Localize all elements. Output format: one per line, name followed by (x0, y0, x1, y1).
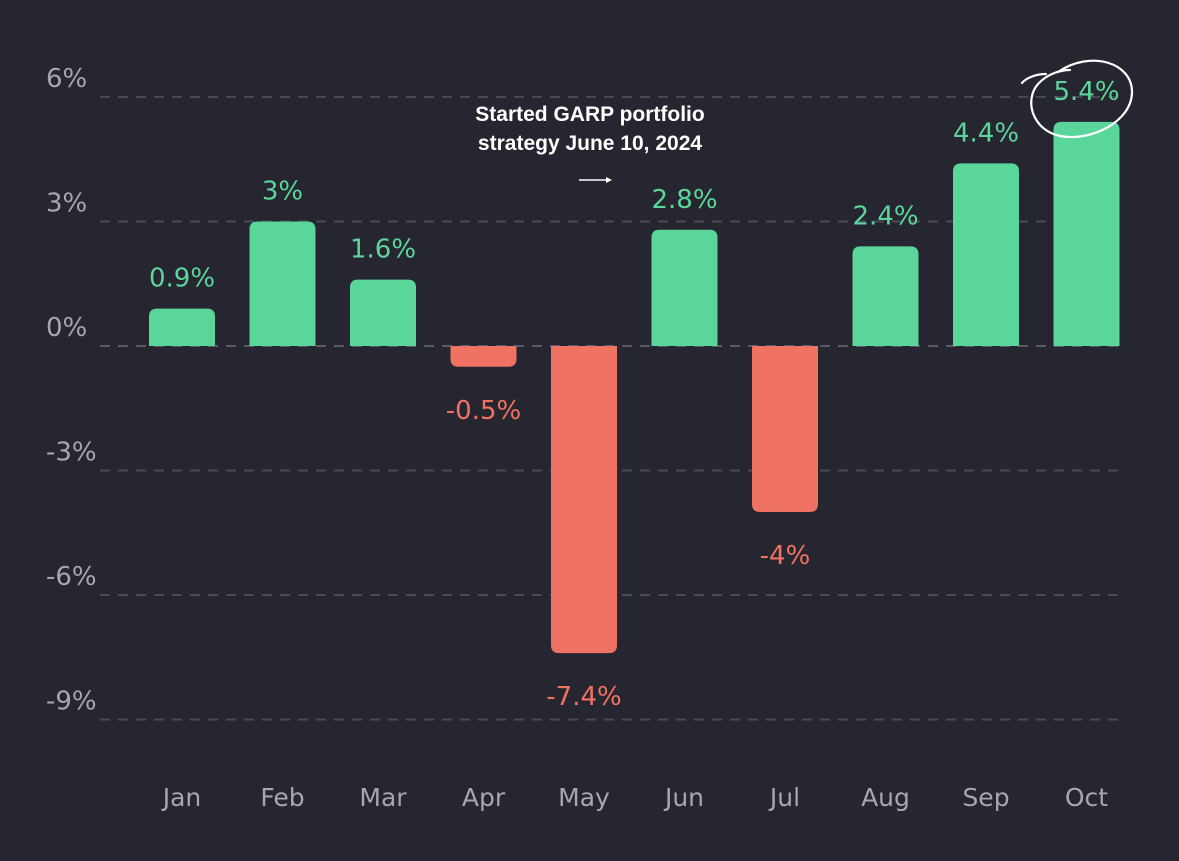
y-tick-label: 0% (46, 313, 87, 343)
x-axis-labels: Jan Feb Mar Apr May Jun Jul Aug Sep Oct (161, 783, 1109, 812)
value-label: 2.4% (852, 201, 918, 231)
bar-aug (852, 246, 919, 346)
y-tick-label: -9% (46, 687, 97, 717)
bar-feb (249, 221, 316, 346)
y-tick-label: 6% (46, 64, 87, 94)
bar-mar (350, 279, 416, 346)
x-tick-label: Mar (359, 783, 407, 812)
x-tick-label: Jan (161, 783, 202, 812)
x-tick-label: Oct (1065, 783, 1108, 812)
bar-may (551, 346, 617, 654)
value-labels: 0.9% 3% 1.6% -0.5% -7.4% 2.8% -4% 2.4% 4.4% 5.4% (149, 77, 1120, 712)
x-tick-label: Apr (462, 783, 506, 812)
bar-oct (1053, 121, 1120, 347)
value-label: -0.5% (446, 396, 521, 426)
bar-jun (651, 229, 718, 346)
x-tick-label: Sep (962, 783, 1009, 812)
bar-jan (149, 308, 215, 346)
bar-apr (450, 346, 517, 367)
x-tick-label: May (558, 783, 610, 812)
highlight-circle (1020, 59, 1134, 139)
bars (149, 121, 1120, 654)
x-tick-label: Jul (768, 783, 800, 812)
x-tick-label: Feb (260, 783, 304, 812)
value-label: 2.8% (651, 185, 717, 215)
value-label: -7.4% (546, 682, 621, 712)
annotation-line-1: Started GARP portfolio (475, 103, 705, 126)
annotation-line-2: strategy June 10, 2024 (477, 132, 703, 155)
y-tick-label: -6% (46, 562, 97, 592)
y-tick-label: 3% (46, 189, 87, 219)
y-tick-label: -3% (46, 438, 97, 468)
annotation: Started GARP portfolio strategy June 10,… (430, 100, 750, 158)
value-label: 5.4% (1053, 77, 1119, 107)
value-label: -4% (760, 541, 811, 571)
value-label: 4.4% (953, 118, 1019, 148)
x-tick-label: Jun (663, 783, 704, 812)
x-tick-label: Aug (861, 783, 910, 812)
value-label: 1.6% (350, 235, 416, 265)
bar-jul (752, 346, 818, 512)
value-label: 0.9% (149, 264, 215, 294)
bar-sep (953, 163, 1019, 346)
value-label: 3% (262, 177, 303, 207)
annotation-arrow (579, 177, 612, 183)
y-axis-ticks: 6% 3% 0% -3% -6% -9% (46, 64, 97, 717)
